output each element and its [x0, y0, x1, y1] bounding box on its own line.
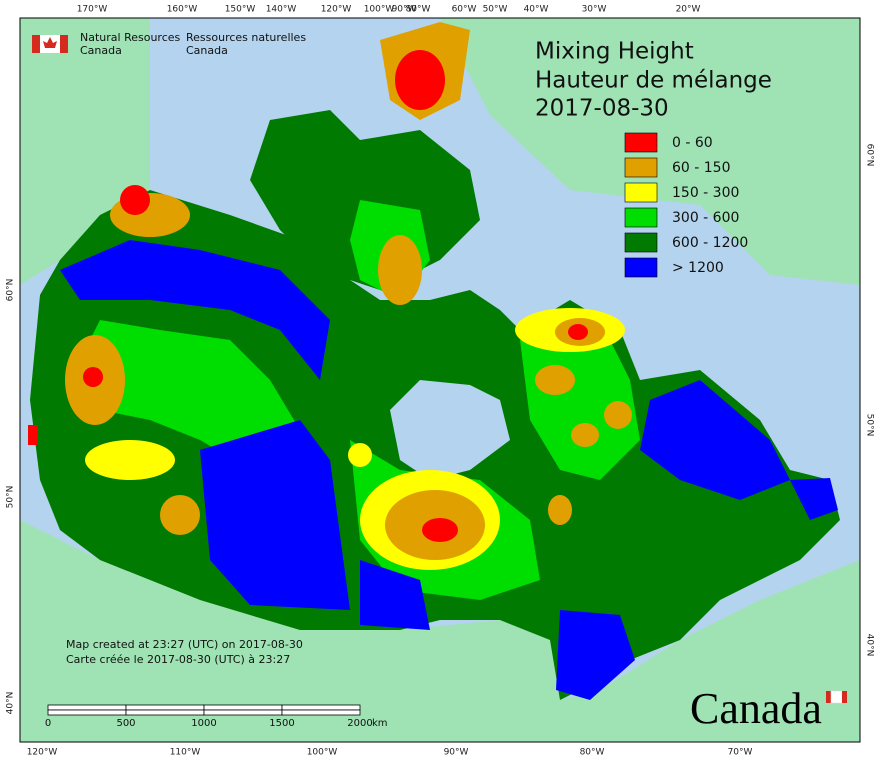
legend-swatch [624, 182, 658, 203]
legend-label: 300 - 600 [672, 210, 739, 226]
scale-segment [47, 704, 127, 711]
legend-swatch [624, 132, 658, 153]
wordmark-flag [826, 691, 831, 703]
flag-leaf [43, 37, 57, 48]
longitude-label: 80°W [406, 5, 431, 15]
legend-swatch [624, 207, 658, 228]
latitude-label: 40°N [865, 634, 875, 657]
zone-blue-quebec [640, 380, 790, 500]
agency-en: Natural Resources [80, 31, 181, 44]
scale-segment [281, 704, 361, 711]
wordmark-flag [830, 690, 843, 704]
longitude-label: 110°W [170, 748, 201, 758]
ellesmere-red [395, 50, 445, 110]
zone-blue-manitoba [360, 560, 430, 630]
scale-bar: 0 500 1000 1500 2000 km [45, 704, 388, 729]
scale-segment [125, 709, 205, 716]
blob-yellow [85, 440, 175, 480]
scale-unit: km [372, 718, 388, 729]
blob-orange [535, 365, 575, 395]
title: Hauteur de mélange [535, 68, 772, 94]
scale-label: 0 [45, 718, 51, 729]
flag-right [60, 35, 68, 53]
graticule-labels: 170°W 160°W 150°W 140°W 120°W 100°W90°W80°W 60… [6, 5, 875, 758]
scale-label: 1000 [191, 718, 216, 729]
zone-blue-ontario [556, 610, 635, 700]
title: Mixing Height [535, 39, 694, 65]
scale-label: 500 [116, 718, 135, 729]
zone-blue-prairies [200, 420, 350, 610]
longitude-label: 120°W [321, 5, 352, 15]
scale-segment [203, 709, 283, 716]
legend-swatch [624, 232, 658, 253]
blob-orange [160, 495, 200, 535]
longitude-label: 150°W [225, 5, 256, 15]
legend-swatch [624, 257, 658, 278]
legend-label: 600 - 1200 [672, 235, 748, 251]
longitude-label: 50°W [483, 5, 508, 15]
longitude-label: 90°W [392, 5, 417, 15]
scale-segment [47, 709, 127, 716]
latitude-label: 60°N [6, 279, 16, 302]
longitude-label: 100°W [364, 5, 395, 15]
legend-label: 60 - 150 [672, 160, 731, 176]
longitude-label: 160°W [167, 5, 198, 15]
latitude-label: 50°N [6, 486, 16, 509]
longitude-label: 20°W [676, 5, 701, 15]
date: 2017-08-30 [535, 96, 669, 122]
longitude-label: 40°W [524, 5, 549, 15]
zone-green-west [70, 320, 300, 470]
longitude-label: 30°W [582, 5, 607, 15]
longitude-label: 60°W [452, 5, 477, 15]
scale-label: 2000 [347, 718, 372, 729]
blob-red [120, 185, 150, 215]
alaska [20, 18, 150, 285]
latitude-label: 50°N [865, 414, 875, 437]
scale-segment [281, 709, 361, 716]
blob-red [568, 324, 588, 340]
longitude-label: 100°W [307, 748, 338, 758]
credit: Carte créée le 2017-08-30 (UTC) à 23:27 [66, 653, 290, 666]
agency-en: Canada [80, 44, 122, 57]
legend-label: > 1200 [672, 260, 724, 276]
agency-fr: Canada [186, 44, 228, 57]
flag-left [32, 35, 40, 53]
longitude-label: 140°W [266, 5, 297, 15]
scale-segment [125, 704, 205, 711]
blob-yellow [348, 443, 372, 467]
legend-label: 0 - 60 [672, 135, 713, 151]
legend-swatch [624, 157, 658, 178]
hudson-bay [390, 380, 510, 480]
blob-red [28, 425, 38, 445]
legend: 0 - 60 60 - 150 150 - 300 300 - 600 600 - 12… [624, 132, 748, 278]
blob-orange [378, 235, 422, 305]
blob-red [422, 518, 458, 542]
longitude-label: 70°W [728, 748, 753, 758]
longitude-label: 80°W [580, 748, 605, 758]
latitude-label: 40°N [6, 692, 16, 715]
blob-orange [604, 401, 632, 429]
blob-orange [548, 495, 572, 525]
agency-fr: Ressources naturelles [186, 31, 306, 44]
credit: Map created at 23:27 (UTC) on 2017-08-30 [66, 638, 303, 651]
wordmark: Canada [690, 684, 822, 733]
usa [20, 520, 860, 742]
longitude-label: 170°W [77, 5, 108, 15]
zone-blue-nl [790, 478, 838, 520]
zone-blue-nwt [60, 240, 330, 380]
blob-red [83, 367, 103, 387]
legend-label: 150 - 300 [672, 185, 739, 201]
blob-orange [571, 423, 599, 447]
longitude-label: 120°W [27, 748, 58, 758]
land [20, 18, 860, 742]
scale-label: 1500 [269, 718, 294, 729]
wordmark-flag [842, 691, 847, 703]
longitude-label: 90°W [444, 748, 469, 758]
scale-segment [203, 704, 283, 711]
latitude-label: 60°N [865, 144, 875, 167]
zone-green-quebec [520, 320, 640, 480]
map-frame [19, 17, 861, 743]
